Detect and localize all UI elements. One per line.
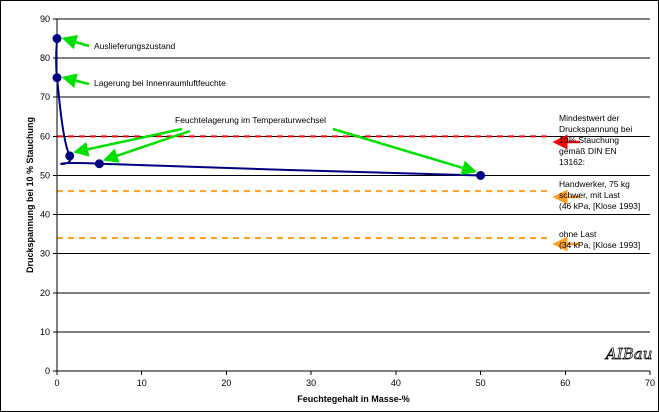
arrow-to-point-4 [332,127,477,176]
x-tick-label-30: 30 [306,378,316,388]
y-tick-label-90: 90 [40,14,50,24]
reference-label-1-line-0: Handwerker, 75 kg [559,179,630,189]
reference-label-2-line-0: ohne Last [559,229,597,239]
y-tick-label-80: 80 [40,53,50,63]
x-tick-label-40: 40 [391,378,401,388]
arrow-to-point-3 [102,129,191,163]
aibau-logo: AIBau [604,345,652,363]
y-tick-label-70: 70 [40,92,50,102]
data-point-2 [65,151,75,161]
data-point-4 [476,170,486,180]
annotation-feuchtelagerung: Feuchtelagerung im Temperaturwechsel [175,115,326,125]
y-tick-label-60: 60 [40,131,50,141]
y-tick-label-40: 40 [40,210,50,220]
grid-lines [57,18,650,333]
data-point-0 [52,34,62,44]
x-axis-title: Feuchtegehalt in Masse-% [297,394,410,404]
y-tick-label-0: 0 [45,366,50,376]
reference-label-0-line-2: 10% Stauchung [559,135,619,145]
reference-label-2-line-1: (34 kPa, [Klose 1993] [559,240,640,250]
y-tick-label-10: 10 [40,327,50,337]
y-axis-title: Druckspannung bei 10 % Stauchung [25,117,35,273]
arrow-to-point-1 [61,73,90,89]
arrow-to-point-0 [61,34,90,50]
annotation-arrows [61,34,477,176]
x-tick-label-60: 60 [560,378,570,388]
data-point-1 [52,73,62,83]
reference-lines [57,134,580,252]
data-point-3 [94,159,104,169]
arrow-to-point-2 [73,127,183,157]
x-tick-label-0: 0 [54,378,59,388]
x-tick-labels: 0 10 20 30 40 50 60 70 [54,371,655,388]
y-tick-label-30: 30 [40,249,50,259]
x-tick-label-20: 20 [221,378,231,388]
annotation-auslieferungszustand: Auslieferungszustand [94,41,176,51]
reference-label-0-line-4: 13162: [559,157,585,167]
reference-label-1-line-1: schwer, mit Last [559,190,621,200]
reference-label-0-line-3: gemäß DIN EN [559,146,617,156]
x-tick-label-70: 70 [645,378,655,388]
series [52,34,486,180]
x-tick-label-50: 50 [476,378,486,388]
y-tick-labels: 0 10 20 30 40 50 60 70 80 90 [40,14,57,376]
annotation-lagerung: Lagerung bei Innenraumluftfeuchte [94,78,226,88]
x-tick-label-10: 10 [137,378,147,388]
reference-label-0-line-0: Mindestwert der [559,113,620,123]
reference-label-1-line-2: (46 kPa, [Klose 1993] [559,201,640,211]
y-tick-label-20: 20 [40,288,50,298]
y-tick-label-50: 50 [40,170,50,180]
reference-label-0-line-1: Druckspannung bei [559,124,632,134]
